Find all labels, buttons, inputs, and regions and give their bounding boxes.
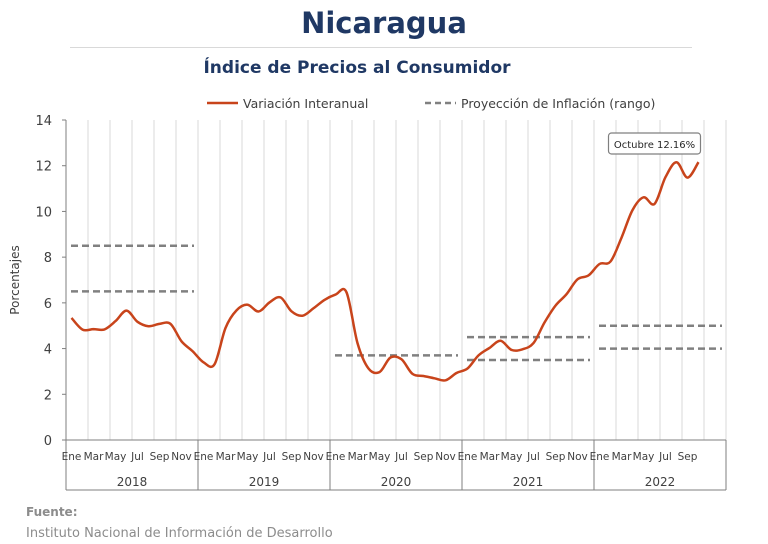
month-label: May <box>501 451 523 463</box>
month-label: Ene <box>194 451 214 463</box>
month-label: Jul <box>262 451 276 463</box>
y-tick-label: 14 <box>35 114 52 129</box>
month-label: Jul <box>526 451 540 463</box>
source-text: Instituto Nacional de Información de Des… <box>26 526 333 541</box>
source-label: Fuente: <box>26 505 78 519</box>
year-label: 2021 <box>513 475 544 489</box>
year-label: 2020 <box>381 475 412 489</box>
month-label: Mar <box>348 451 368 463</box>
month-label: Ene <box>590 451 610 463</box>
month-label: Nov <box>303 451 324 463</box>
year-label: 2022 <box>645 475 676 489</box>
legend-label-variacion: Variación Interanual <box>243 96 368 111</box>
month-label: Jul <box>394 451 408 463</box>
y-axis-title: Porcentajes <box>8 245 22 314</box>
y-tick-label: 10 <box>35 205 52 220</box>
annotation-box <box>607 132 702 155</box>
chart-title: Nicaragua <box>301 6 467 40</box>
month-label: Sep <box>678 451 698 463</box>
y-tick-label: 0 <box>44 434 52 449</box>
y-tick-label: 2 <box>44 388 52 403</box>
month-label: Mar <box>216 451 236 463</box>
month-label: Sep <box>282 451 302 463</box>
month-label: Mar <box>84 451 104 463</box>
month-label: Nov <box>567 451 588 463</box>
month-label: Jul <box>130 451 144 463</box>
y-tick-label: 12 <box>35 160 52 175</box>
month-label: Sep <box>546 451 566 463</box>
month-label: Sep <box>150 451 170 463</box>
chart-subtitle: Índice de Precios al Consumidor <box>203 58 511 78</box>
y-tick-label: 6 <box>44 297 52 312</box>
annotation-label: Octubre 12.16% <box>614 140 695 151</box>
y-tick-label: 4 <box>44 343 52 358</box>
chart-area: 0 2 4 6 8 10 12 14 Porcentajes 2018 2019 2020 2021 20… <box>8 96 727 491</box>
title-divider <box>70 47 692 48</box>
month-label: May <box>369 451 391 463</box>
month-label: May <box>237 451 259 463</box>
month-label: Ene <box>326 451 346 463</box>
year-label: 2019 <box>249 475 280 489</box>
month-label: Nov <box>171 451 192 463</box>
year-label: 2018 <box>117 475 148 489</box>
month-label: Sep <box>414 451 434 463</box>
month-label: Ene <box>458 451 478 463</box>
month-label: Mar <box>612 451 632 463</box>
series-line-variacion <box>70 161 700 382</box>
y-tick-label: 8 <box>44 251 52 266</box>
legend-label-proyeccion: Proyección de Inflación (rango) <box>461 96 655 111</box>
month-label: Mar <box>480 451 500 463</box>
month-label: May <box>633 451 655 463</box>
month-label: Ene <box>62 451 82 463</box>
month-label: Jul <box>658 451 672 463</box>
month-label: May <box>105 451 127 463</box>
month-label: Nov <box>435 451 456 463</box>
